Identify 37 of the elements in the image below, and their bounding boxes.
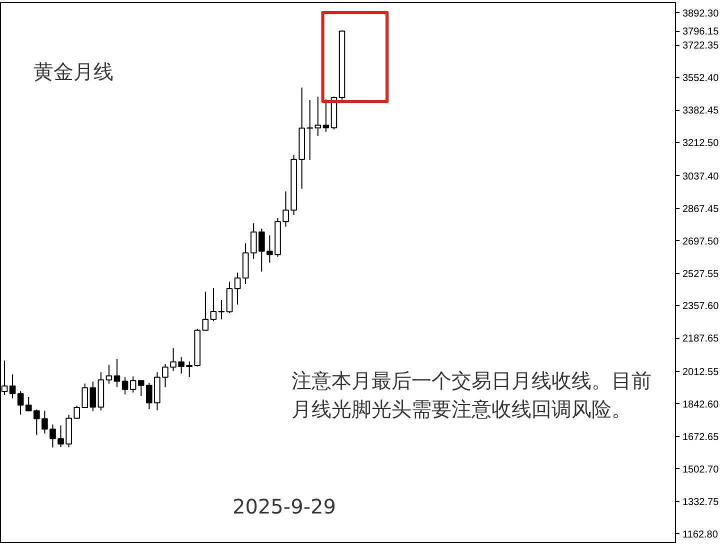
y-tick-label: 3037.40: [682, 171, 720, 182]
candlestick: [82, 383, 88, 408]
y-tick-label: 2527.55: [682, 268, 720, 280]
candlestick: [90, 381, 96, 412]
y-tick-label: 2357.60: [682, 301, 720, 312]
candlestick: [106, 364, 112, 384]
candlestick: [17, 390, 24, 416]
candlestick: [218, 300, 225, 320]
y-tick-label: 1842.60: [682, 399, 720, 410]
y-tick-label: 3552.40: [682, 73, 720, 84]
y-tick-label: 3382.45: [682, 106, 720, 117]
candlestick: [234, 272, 241, 305]
candlestick: [202, 291, 209, 331]
y-tick-label: 3212.50: [682, 138, 720, 150]
candlestick: [210, 288, 217, 322]
y-tick-label: 1162.80: [682, 529, 718, 540]
annotation: 注意本月最后一个交易日月线收线。目前月线光脚光头需要注意收线回调风险。: [292, 368, 652, 422]
y-tick-label: 2187.65: [682, 334, 720, 345]
candlestick: [314, 96, 322, 136]
y-tick-label: 1672.65: [682, 432, 720, 443]
candlestick: [114, 358, 120, 388]
candlestick: [130, 376, 136, 393]
text: 黄金月线: [34, 60, 114, 84]
y-tick-label: 1332.75: [682, 496, 720, 508]
y-tick-label: 1502.70: [682, 464, 720, 476]
candlestick: [226, 281, 233, 314]
y-tick-label: 3892.30: [682, 8, 720, 20]
y-tick-label: 2867.45: [682, 204, 720, 215]
candlestick: [306, 100, 314, 160]
candlestick: [322, 98, 330, 132]
candlestick: [122, 376, 128, 395]
candlestick: [9, 374, 16, 399]
y-tick-label: 3796.15: [682, 26, 720, 38]
y-tick-label: 2697.50: [682, 236, 720, 248]
y-tick-label: 2012.55: [682, 367, 720, 378]
annotation: 2025-9-29: [232, 494, 336, 518]
y-tick-label: 3722.35: [682, 40, 720, 52]
